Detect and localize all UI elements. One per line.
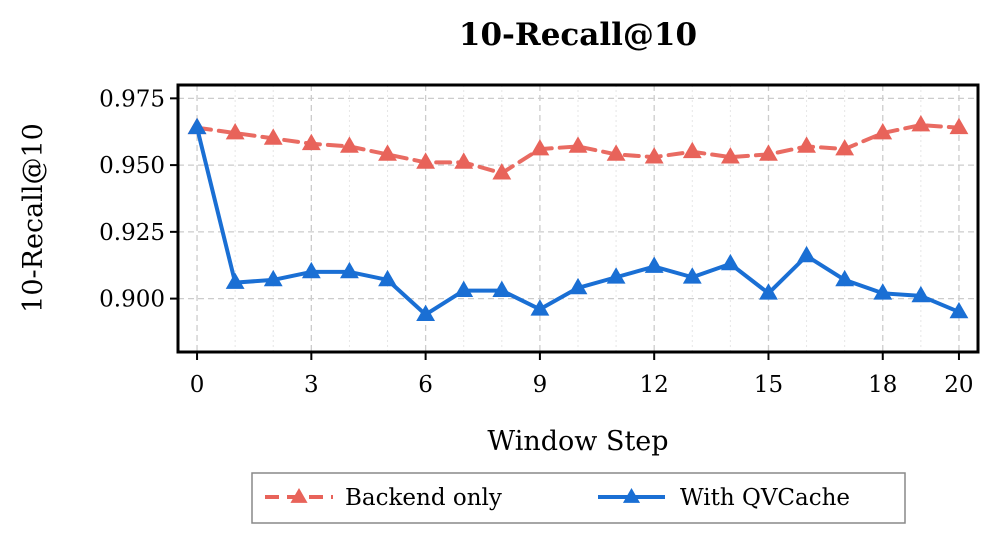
data-point xyxy=(720,147,740,164)
data-point xyxy=(378,269,397,287)
data-point xyxy=(530,299,550,316)
x-tick-label: 3 xyxy=(304,372,319,398)
legend-marker xyxy=(622,488,641,503)
data-point xyxy=(492,163,512,180)
data-point xyxy=(568,277,588,295)
data-point xyxy=(340,136,359,153)
data-point xyxy=(759,283,778,300)
data-point xyxy=(263,128,283,145)
legend: Backend only With QVCache xyxy=(251,472,906,524)
y-axis-label: 10-Recall@10 xyxy=(18,123,49,313)
data-point xyxy=(797,245,816,263)
legend-label: With QVCache xyxy=(680,485,850,511)
data-point xyxy=(378,144,397,161)
data-point xyxy=(263,269,283,287)
x-tick-label: 9 xyxy=(533,372,548,398)
data-point xyxy=(340,261,359,279)
x-tick-label: 0 xyxy=(190,372,205,398)
legend-item: With QVCache xyxy=(598,485,850,511)
data-point xyxy=(225,123,245,140)
series-layer xyxy=(187,115,969,321)
data-point xyxy=(301,133,321,151)
plot-frame xyxy=(176,83,980,354)
data-point xyxy=(454,152,474,169)
y-tick-label: 0.950 xyxy=(99,153,165,179)
x-tick-label: 20 xyxy=(944,372,973,398)
data-point xyxy=(187,117,207,135)
data-point xyxy=(835,269,855,287)
data-point xyxy=(301,261,321,279)
data-point xyxy=(568,136,588,153)
data-point xyxy=(835,139,855,156)
legend-box xyxy=(251,472,906,524)
data-point xyxy=(949,301,969,319)
data-point xyxy=(949,117,969,135)
data-point xyxy=(720,253,740,271)
x-tick-label: 18 xyxy=(868,372,897,398)
axis-ticks: 0 3 6 9 12 15 18 20 0.900 0.925 0.950 0.975 xyxy=(99,86,973,398)
data-point xyxy=(797,136,816,153)
data-point xyxy=(911,285,931,303)
grid-lines xyxy=(178,85,978,352)
data-point xyxy=(873,283,893,300)
data-point xyxy=(492,280,512,297)
x-tick-label: 15 xyxy=(754,372,783,398)
x-tick-label: 6 xyxy=(418,372,433,398)
data-point xyxy=(606,144,626,161)
x-axis-label: Window Step xyxy=(487,426,668,457)
data-point xyxy=(911,115,931,132)
legend-marker xyxy=(290,488,308,503)
data-point xyxy=(416,152,436,169)
data-point xyxy=(225,272,245,289)
y-tick-label: 0.975 xyxy=(99,86,165,112)
data-point xyxy=(644,256,664,273)
data-point xyxy=(682,141,702,159)
legend-item: Backend only xyxy=(265,485,502,511)
chart-title: 10-Recall@10 xyxy=(459,17,697,53)
data-point xyxy=(644,147,664,164)
data-point xyxy=(454,280,474,297)
data-point xyxy=(873,123,893,140)
data-point xyxy=(682,267,702,284)
data-point xyxy=(416,304,436,321)
data-point xyxy=(606,267,626,284)
series-line xyxy=(195,123,961,176)
x-tick-label: 12 xyxy=(640,372,669,398)
data-point xyxy=(759,144,778,161)
legend-label: Backend only xyxy=(345,485,502,511)
y-tick-label: 0.925 xyxy=(99,220,165,246)
data-point xyxy=(530,139,550,156)
series-with-qvcache xyxy=(187,117,969,321)
y-tick-label: 0.900 xyxy=(99,287,165,313)
